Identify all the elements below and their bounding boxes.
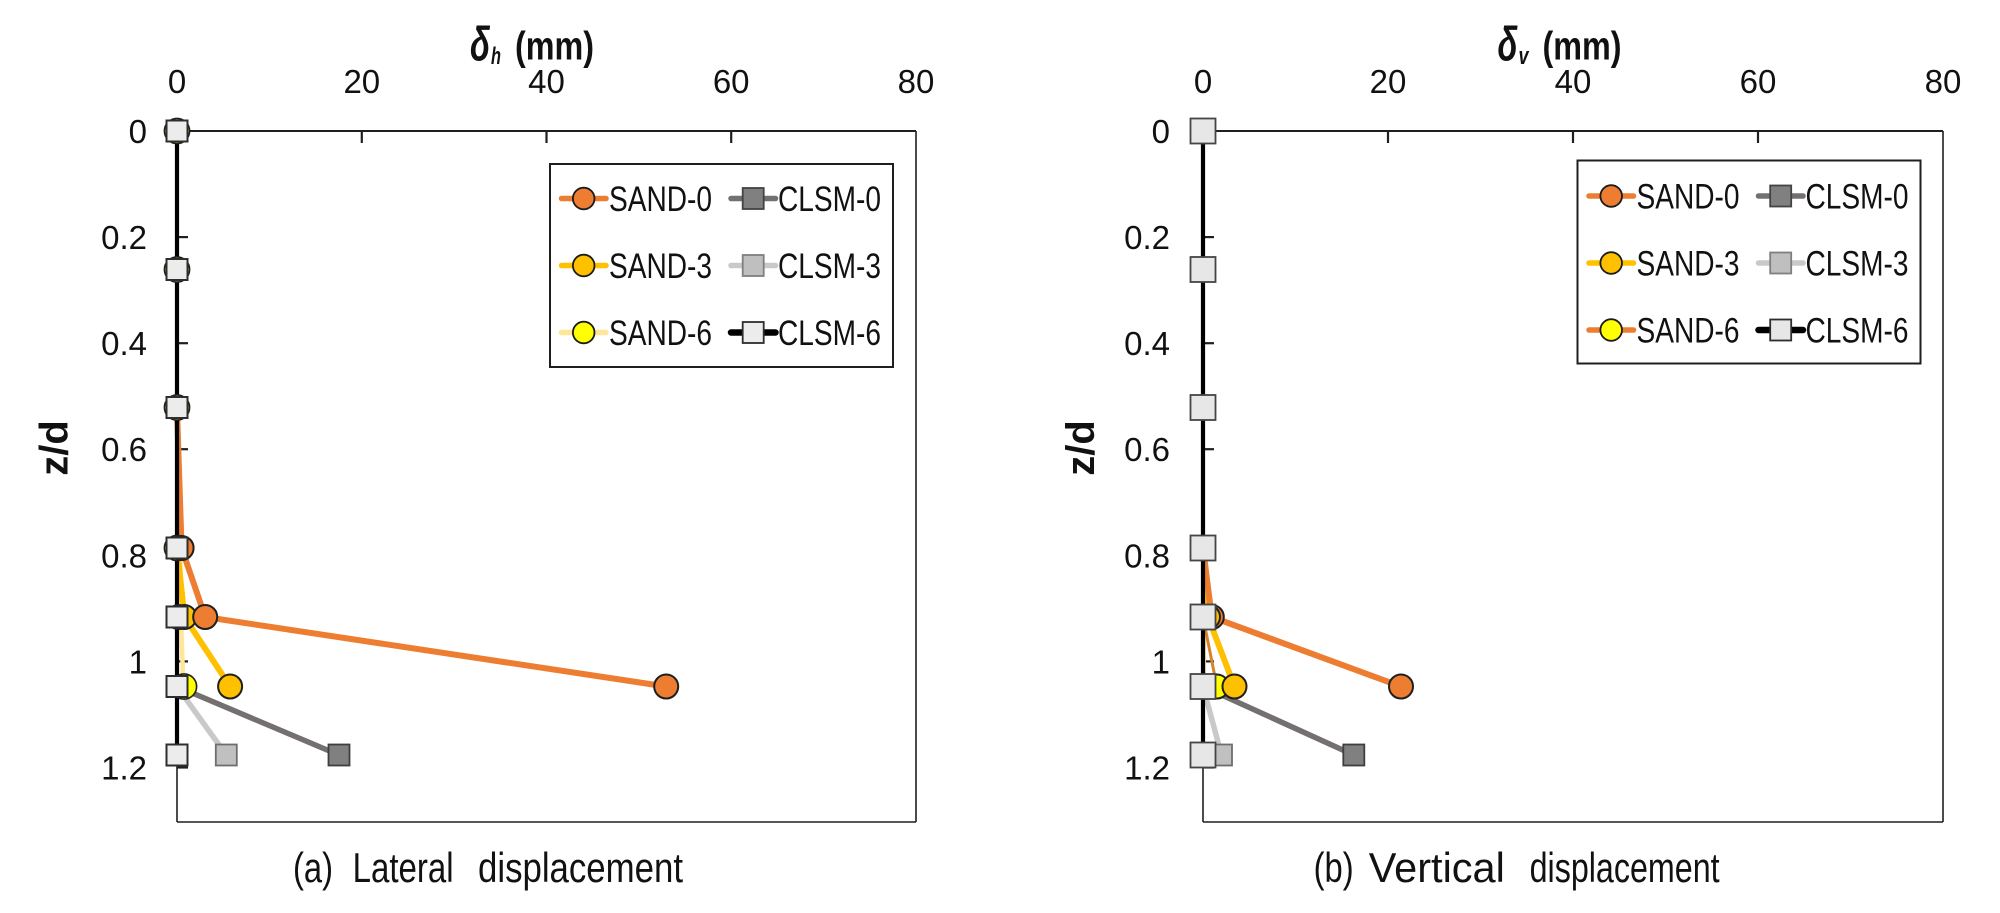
svg-text:0: 0 — [1194, 63, 1212, 100]
svg-text:1: 1 — [129, 643, 147, 680]
svg-text:CLSM-6: CLSM-6 — [778, 314, 881, 353]
svg-text:1.2: 1.2 — [101, 750, 147, 787]
svg-text:0.2: 0.2 — [1124, 219, 1170, 256]
svg-text:CLSM-3: CLSM-3 — [1806, 245, 1909, 284]
svg-text:0.2: 0.2 — [101, 219, 147, 256]
svg-text:v: v — [1519, 43, 1530, 70]
svg-text:SAND-0: SAND-0 — [609, 180, 712, 219]
svg-text:SAND-3: SAND-3 — [609, 247, 712, 286]
svg-text:SAND-0: SAND-0 — [1637, 178, 1740, 217]
svg-text:CLSM-3: CLSM-3 — [778, 247, 881, 286]
svg-text:CLSM-0: CLSM-0 — [1806, 178, 1909, 217]
svg-text:δ: δ — [470, 19, 490, 72]
svg-text:Vertical: Vertical — [1369, 844, 1505, 891]
svg-text:0: 0 — [1152, 113, 1170, 150]
svg-text:60: 60 — [713, 63, 750, 100]
svg-text:CLSM-6: CLSM-6 — [1806, 312, 1909, 351]
svg-text:0.4: 0.4 — [1124, 325, 1170, 362]
svg-text:20: 20 — [343, 63, 380, 100]
svg-text:0.8: 0.8 — [1124, 537, 1170, 574]
svg-text:80: 80 — [1925, 63, 1962, 100]
svg-text:z/d: z/d — [33, 420, 77, 476]
svg-text:Lateral: Lateral — [353, 844, 454, 891]
svg-text:1: 1 — [1152, 643, 1170, 680]
svg-text:displacement: displacement — [478, 844, 683, 891]
svg-text:0.6: 0.6 — [1124, 431, 1170, 468]
svg-text:0.4: 0.4 — [101, 325, 147, 362]
svg-text:(b): (b) — [1314, 844, 1354, 891]
svg-text:SAND-6: SAND-6 — [609, 314, 712, 353]
svg-text:(mm): (mm) — [515, 25, 594, 69]
svg-text:SAND-6: SAND-6 — [1637, 312, 1740, 351]
svg-text:CLSM-0: CLSM-0 — [778, 180, 881, 219]
svg-text:0.6: 0.6 — [101, 431, 147, 468]
svg-text:20: 20 — [1370, 63, 1407, 100]
svg-text:z/d: z/d — [1059, 420, 1103, 476]
svg-text:0: 0 — [129, 113, 147, 150]
svg-text:0: 0 — [168, 63, 186, 100]
svg-text:0.8: 0.8 — [101, 537, 147, 574]
svg-text:SAND-3: SAND-3 — [1637, 245, 1740, 284]
svg-text:1.2: 1.2 — [1124, 750, 1170, 787]
svg-text:δ: δ — [1498, 19, 1518, 72]
svg-text:displacement: displacement — [1530, 844, 1720, 891]
svg-text:(mm): (mm) — [1543, 25, 1622, 69]
svg-text:40: 40 — [528, 63, 565, 100]
svg-text:h: h — [491, 43, 501, 70]
svg-text:(a): (a) — [293, 844, 333, 891]
svg-text:60: 60 — [1740, 63, 1777, 100]
svg-text:40: 40 — [1555, 63, 1592, 100]
svg-text:80: 80 — [898, 63, 935, 100]
